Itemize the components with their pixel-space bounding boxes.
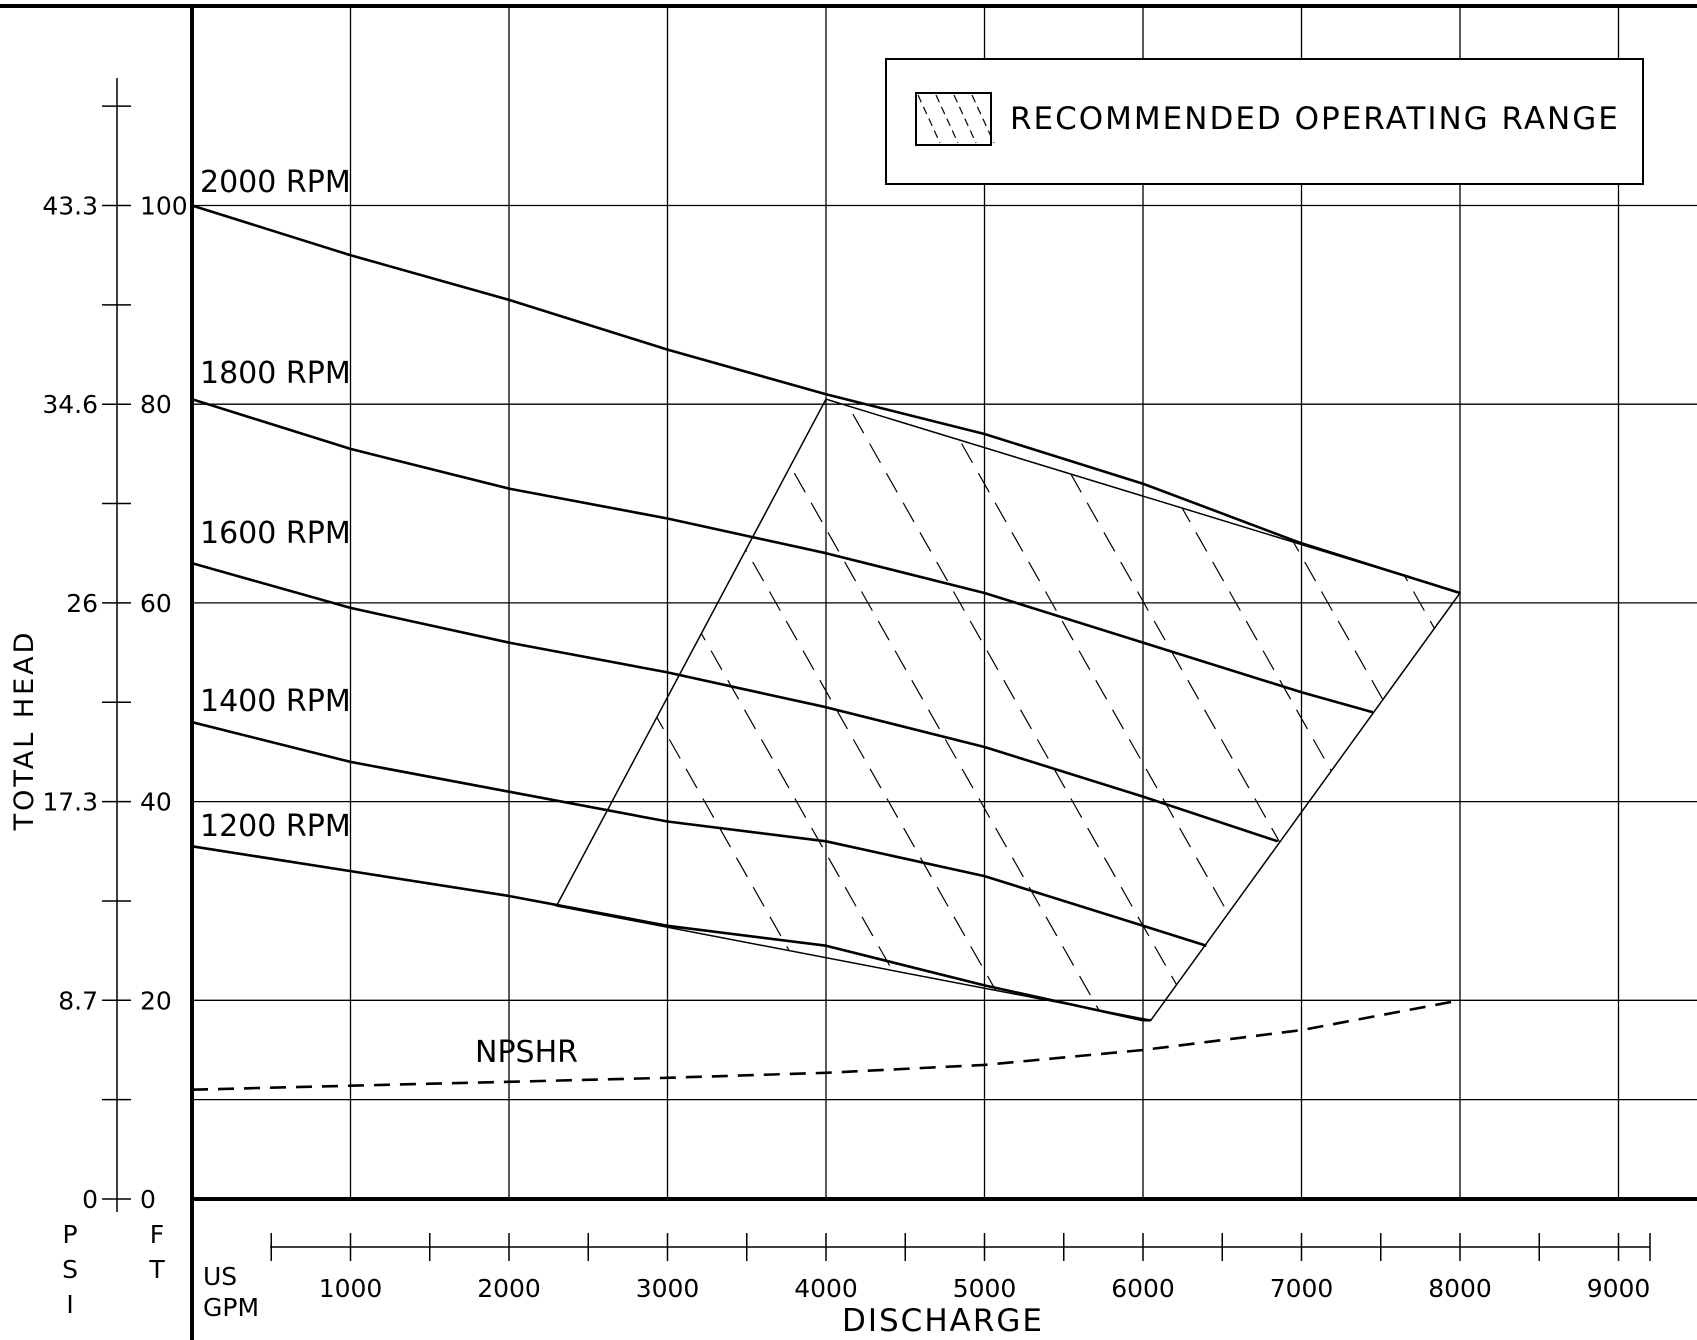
y-axis-title: TOTAL HEAD xyxy=(9,630,40,832)
series-label: 1600 RPM xyxy=(200,516,351,551)
y-tick-label-ft: 40 xyxy=(140,788,172,817)
x-tick-label: 9000 xyxy=(1587,1274,1651,1303)
y-tick-label-psi: 26 xyxy=(66,589,98,618)
x-tick-label: 6000 xyxy=(1111,1274,1175,1303)
legend-hatch-line xyxy=(953,94,977,144)
legend-swatch xyxy=(915,92,992,146)
x-tick-label: 1000 xyxy=(319,1274,383,1303)
x-unit-label-gpm: GPM xyxy=(203,1293,259,1322)
operating-range-hatch xyxy=(556,0,1697,1340)
hatch-line xyxy=(556,399,1011,1021)
hatch-line xyxy=(556,399,1103,1021)
series-label: NPSHR xyxy=(475,1035,578,1070)
unit-letter: F xyxy=(150,1220,164,1249)
series-line-npshr xyxy=(192,999,1461,1091)
series-layer xyxy=(192,204,1461,1091)
y-tick-label-ft: 80 xyxy=(140,390,172,419)
hatch-line xyxy=(709,399,1460,1021)
x-tick-label: 5000 xyxy=(953,1274,1017,1303)
legend-label: RECOMMENDED OPERATING RANGE xyxy=(1010,101,1620,137)
series-label: 1400 RPM xyxy=(200,684,351,719)
y-tick-label-psi: 43.3 xyxy=(42,192,98,221)
y-tick-label-ft: 100 xyxy=(140,192,188,221)
y-tick-label-ft: 60 xyxy=(140,589,172,618)
legend-hatch-line xyxy=(917,94,941,144)
hatch-line xyxy=(617,399,1379,1021)
x-tick-label: 7000 xyxy=(1270,1274,1334,1303)
unit-letter: T xyxy=(148,1255,165,1284)
hatch-line xyxy=(1353,399,1460,1021)
x-unit-label-us: US xyxy=(203,1262,237,1291)
y-unit-ft-label: FT xyxy=(148,1220,165,1284)
hatch-line xyxy=(1538,0,1697,1340)
hatch-line xyxy=(985,399,1460,1021)
unit-letter: S xyxy=(62,1255,78,1284)
y-tick-label-ft: 0 xyxy=(140,1185,156,1214)
y-tick-label-psi: 34.6 xyxy=(42,390,98,419)
series-line-1400-rpm xyxy=(192,720,1207,947)
hatch-line xyxy=(1077,399,1460,1021)
series-label: 1200 RPM xyxy=(200,809,351,844)
y-tick-label-psi: 17.3 xyxy=(42,788,98,817)
y-tick-label-psi: 0 xyxy=(82,1185,98,1214)
legend: RECOMMENDED OPERATING RANGE xyxy=(885,58,1644,185)
unit-letter: P xyxy=(62,1220,77,1249)
hatch-line xyxy=(1261,399,1460,1021)
x-tick-label: 8000 xyxy=(1428,1274,1492,1303)
series-line-2000-rpm xyxy=(192,204,1461,595)
series-line-1600-rpm xyxy=(192,561,1279,843)
grid xyxy=(192,6,1697,1199)
series-label: 2000 RPM xyxy=(200,165,351,200)
y-unit-psi-label: PSI xyxy=(62,1220,78,1319)
series-line-1800-rpm xyxy=(192,397,1374,714)
x-tick-label: 2000 xyxy=(477,1274,541,1303)
y-tick-label-psi: 8.7 xyxy=(58,986,98,1015)
series-line-1200-rpm xyxy=(192,845,1151,1022)
legend-box xyxy=(885,58,1644,185)
unit-letter: I xyxy=(66,1290,73,1319)
y-axis: 0 0 20 8.7 40 17.3 60 26 80 34.6 100 43.3 xyxy=(42,78,188,1214)
hatch-line xyxy=(801,399,1460,1021)
legend-hatch-line xyxy=(971,94,995,144)
hatch-line xyxy=(556,399,1195,1021)
operating-range-boundary xyxy=(555,398,1462,1022)
series-label: 1800 RPM xyxy=(200,356,351,391)
hatch-line xyxy=(1445,399,1460,1021)
hatch-line xyxy=(1630,0,1697,1340)
series-labels: 2000 RPM 1800 RPM 1600 RPM 1400 RPM 1200 RPM… xyxy=(200,165,578,1070)
y-tick-label-ft: 20 xyxy=(140,986,172,1015)
x-tick-label: 3000 xyxy=(636,1274,700,1303)
legend-swatch-hatch xyxy=(917,94,995,144)
x-axis: 1000 2000 3000 4000 5000 6000 7000 8000 9000 xyxy=(270,1233,1651,1303)
x-tick-label: 4000 xyxy=(794,1274,858,1303)
hatch-line xyxy=(893,399,1460,1021)
legend-hatch-line xyxy=(935,94,959,144)
hatch-line xyxy=(556,399,1287,1021)
operating-range-outline xyxy=(555,398,1462,1022)
x-axis-title: DISCHARGE xyxy=(842,1303,1044,1339)
